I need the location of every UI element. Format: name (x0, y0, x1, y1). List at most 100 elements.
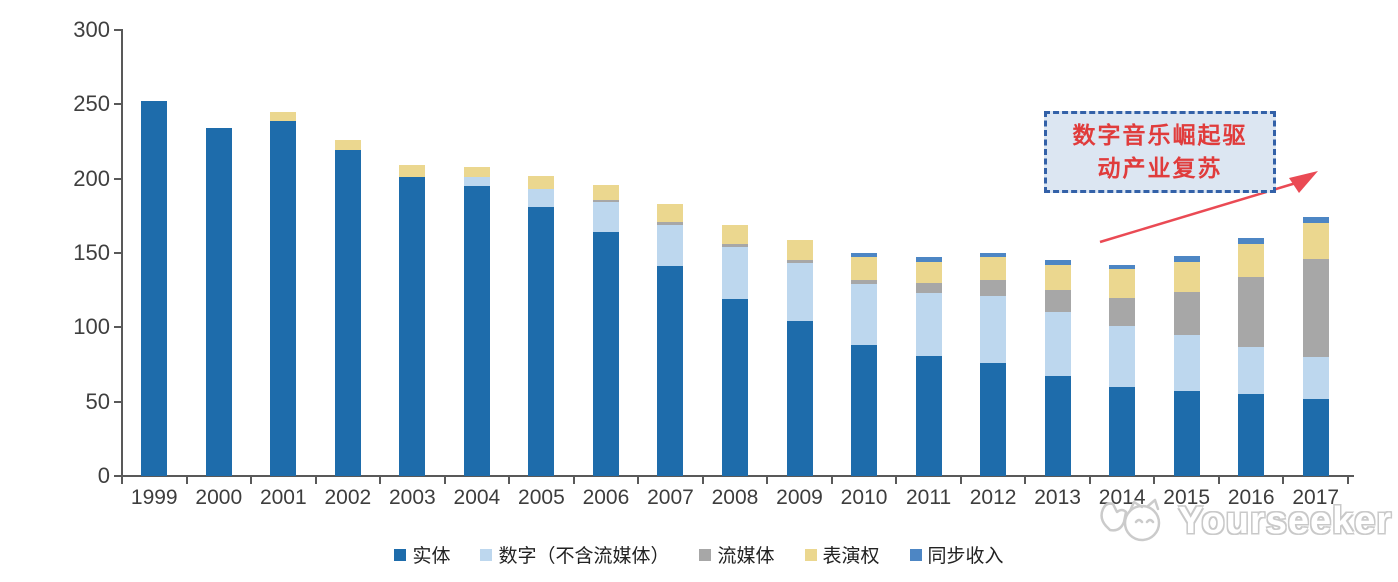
bar-2011 (915, 257, 942, 476)
bar-segment-同步收入 (1109, 264, 1136, 270)
legend-label: 流媒体 (717, 546, 775, 567)
bar-2001 (270, 111, 297, 476)
bar-segment-实体 (1109, 386, 1136, 476)
legend-swatch-icon (699, 548, 712, 561)
legend-label: 同步收入 (927, 546, 1004, 567)
legend-swatch-icon (909, 548, 922, 561)
bar-2009 (786, 239, 813, 476)
x-tick-mark (443, 477, 446, 484)
legend-item-同步收入: 同步收入 (909, 541, 1004, 568)
bar-segment-同步收入 (1044, 260, 1071, 265)
bar-segment-表演权 (334, 140, 361, 151)
x-tick-mark (637, 477, 640, 484)
bar-segment-同步收入 (980, 253, 1007, 258)
bar-segment-实体 (141, 101, 168, 476)
bar-segment-数字（不含流媒体） (1173, 334, 1200, 392)
bar-2004 (463, 166, 490, 476)
x-tick-mark (1153, 477, 1156, 484)
bar-2015 (1173, 256, 1200, 476)
y-tick-label: 0 (97, 463, 110, 488)
bar-segment-表演权 (463, 166, 490, 178)
x-tick-mark (572, 477, 575, 484)
bar-segment-流媒体 (657, 221, 684, 225)
x-tick-label: 2009 (776, 486, 823, 509)
x-tick-label: 2001 (259, 486, 307, 509)
bar-segment-数字（不含流媒体） (657, 224, 684, 267)
x-tick-mark (1282, 477, 1285, 484)
bar-segment-流媒体 (1238, 276, 1265, 347)
y-tick-mark (114, 252, 123, 254)
bar-2003 (399, 165, 426, 476)
y-tick-mark (114, 475, 123, 477)
bar-segment-实体 (722, 299, 748, 476)
bar-segment-流媒体 (786, 260, 813, 264)
bar-segment-数字（不含流媒体） (915, 293, 942, 356)
bar-segment-表演权 (1302, 223, 1329, 259)
x-tick-mark (250, 477, 253, 484)
bar-2007 (657, 203, 684, 476)
bar-segment-数字（不含流媒体） (1238, 346, 1265, 395)
bar-segment-流媒体 (915, 282, 942, 294)
x-tick-label: 2010 (840, 486, 888, 509)
x-tick-label: 2002 (324, 486, 372, 509)
bar-segment-流媒体 (851, 279, 878, 285)
bar-segment-表演权 (980, 257, 1007, 280)
x-tick-label: 2000 (195, 486, 243, 509)
bar-segment-实体 (334, 150, 361, 476)
bar-segment-数字（不含流媒体） (1044, 312, 1071, 377)
bar-segment-实体 (592, 232, 619, 476)
x-tick-label: 2015 (1163, 486, 1211, 509)
legend-label: 数字（不含流媒体） (498, 546, 670, 567)
bar-segment-表演权 (851, 257, 878, 280)
annotation-text-line2: 动产业复苏 (1097, 155, 1223, 181)
bar-segment-表演权 (528, 175, 555, 190)
bar-2006 (592, 184, 619, 476)
x-tick-mark (959, 477, 962, 484)
bar-segment-表演权 (592, 184, 619, 200)
y-tick-label: 150 (73, 240, 110, 265)
bar-segment-实体 (463, 186, 490, 476)
bar-segment-表演权 (657, 203, 684, 222)
y-tick-mark (114, 29, 123, 31)
bar-segment-表演权 (1044, 264, 1071, 291)
x-tick-label: 2004 (453, 486, 501, 509)
x-tick-label: 1999 (130, 486, 178, 509)
x-tick-mark (379, 477, 382, 484)
legend-item-表演权: 表演权 (804, 541, 880, 568)
x-tick-mark (314, 477, 317, 484)
legend-label: 表演权 (822, 546, 880, 567)
bar-segment-数字（不含流媒体） (1109, 325, 1136, 387)
bar-segment-同步收入 (851, 253, 878, 258)
bar-segment-实体 (786, 321, 813, 476)
watermark-text: Yourseeker (1178, 500, 1393, 542)
x-tick-label: 2012 (969, 486, 1017, 509)
legend-label: 实体 (412, 546, 451, 567)
bar-segment-实体 (1302, 398, 1329, 476)
bar-segment-实体 (851, 345, 878, 476)
x-tick-mark (185, 477, 188, 484)
y-tick-label: 200 (73, 165, 110, 191)
bar-segment-流媒体 (722, 244, 748, 248)
x-tick-label: 2008 (711, 486, 759, 509)
annotation-text-line1: 数字音乐崛起驱 (1072, 121, 1248, 148)
x-tick-mark (1024, 477, 1027, 484)
legend-item-流媒体: 流媒体 (699, 541, 775, 568)
bar-segment-表演权 (270, 111, 297, 121)
bar-segment-实体 (1173, 391, 1200, 476)
bar-segment-数字（不含流媒体） (1302, 357, 1329, 399)
bar-segment-同步收入 (1173, 256, 1200, 262)
bar-segment-流媒体 (980, 279, 1007, 297)
bar-segment-数字（不含流媒体） (463, 177, 490, 187)
legend-swatch-icon (394, 548, 407, 561)
x-tick-mark (766, 477, 769, 484)
x-tick-label: 2013 (1034, 486, 1081, 509)
bar-segment-流媒体 (1302, 258, 1329, 358)
x-tick-mark (1088, 477, 1091, 484)
bar-segment-数字（不含流媒体） (592, 202, 619, 233)
bar-segment-表演权 (915, 261, 942, 283)
bar-segment-数字（不含流媒体） (528, 189, 555, 207)
y-tick-mark (114, 103, 123, 106)
x-tick-mark (121, 477, 123, 484)
bar-segment-表演权 (399, 165, 426, 178)
